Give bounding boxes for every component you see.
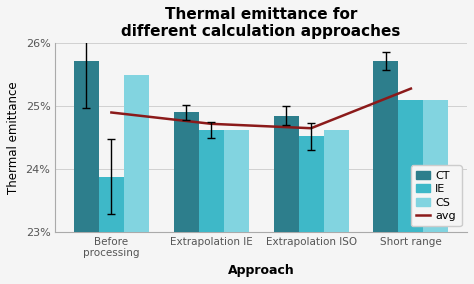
Bar [299, 136, 324, 232]
Bar [374, 61, 399, 232]
Bar [174, 112, 199, 232]
Bar [273, 116, 299, 232]
Legend: CT, IE, CS, avg: CT, IE, CS, avg [411, 165, 462, 226]
Bar [324, 130, 348, 232]
Bar [423, 100, 448, 232]
Bar [124, 75, 149, 232]
Title: Thermal emittance for
different calculation approaches: Thermal emittance for different calculat… [121, 7, 401, 39]
Bar [99, 177, 124, 232]
Bar [399, 100, 423, 232]
X-axis label: Approach: Approach [228, 264, 294, 277]
Bar [74, 61, 99, 232]
Bar [224, 130, 249, 232]
Y-axis label: Thermal emittance: Thermal emittance [7, 81, 20, 194]
Bar [199, 130, 224, 232]
